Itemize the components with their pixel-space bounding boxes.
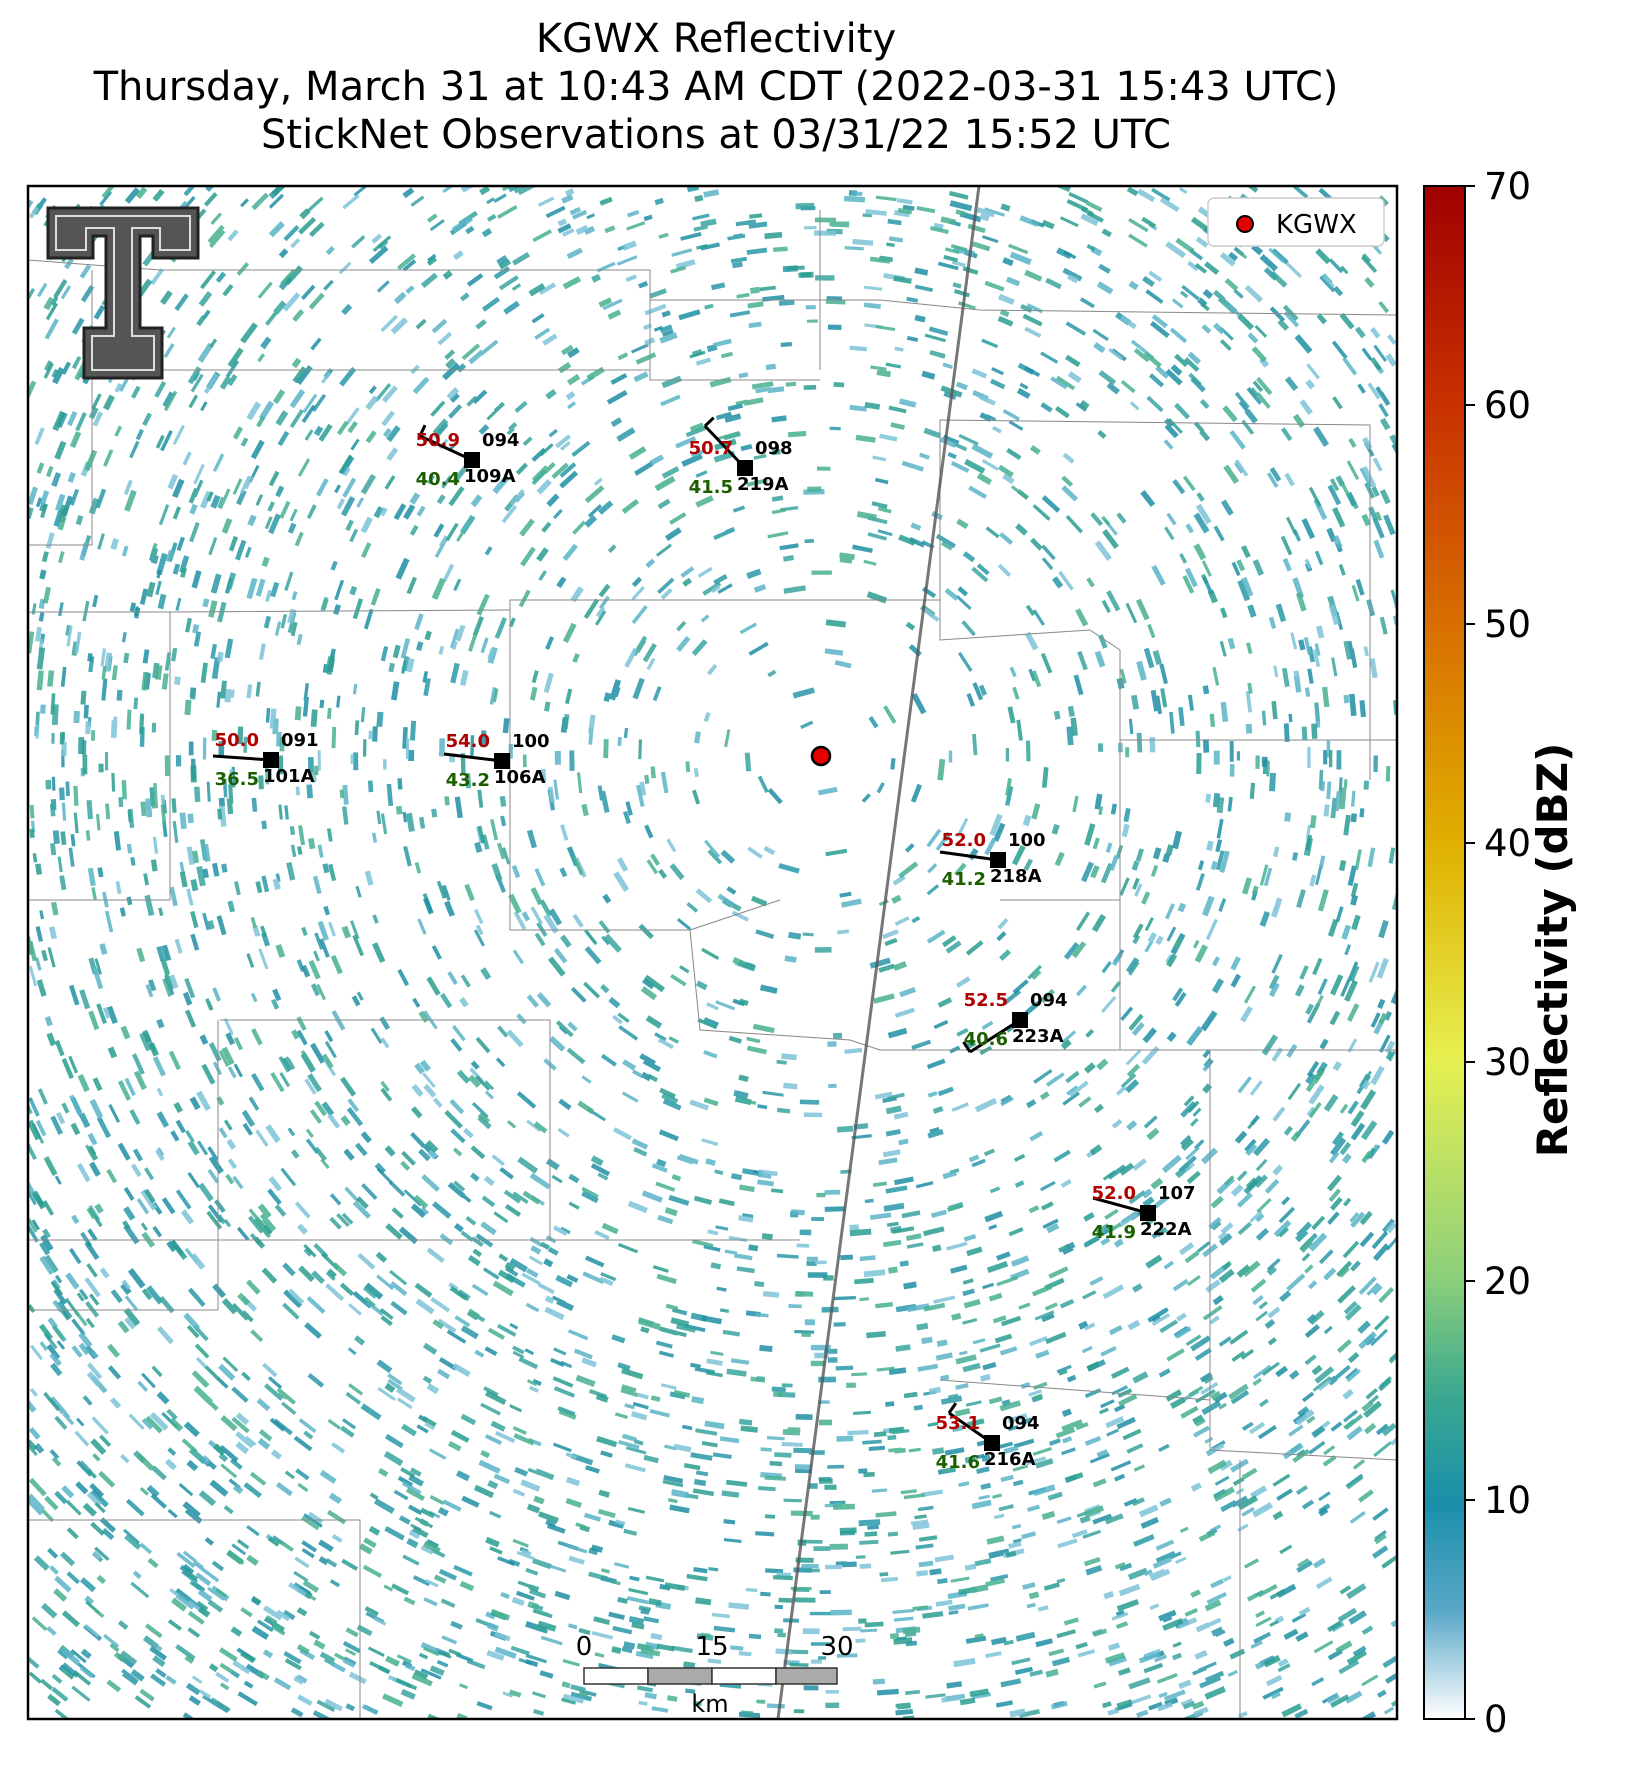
station-id: 223A [1012,1026,1064,1047]
colorbar-title: Reflectivity (dBZ) [1528,742,1577,1158]
colorbar-tick-label: 60 [1484,384,1531,427]
colorbar-tick-label: 20 [1484,1260,1531,1303]
scale-tick-15: 15 [695,1632,728,1662]
station-dewpoint: 41.6 [936,1452,980,1473]
colorbar-tick-label: 50 [1484,603,1531,646]
wind-barb [419,434,473,462]
station-id: 109A [464,466,516,487]
scale-bar: 0 15 30 km [576,1632,854,1718]
station-218A: 52.0 100 41.2 218A [939,830,1046,890]
colorbar-tick-label: 0 [1484,1698,1508,1741]
station-dewpoint: 41.9 [1092,1222,1136,1243]
wind-barb [212,754,272,762]
map-frame [26,184,1399,1721]
station-id: 219A [737,474,789,495]
title-line-3: StickNet Observations at 03/31/22 15:52 … [261,112,1171,158]
station-219A: 50.7 098 41.5 219A [689,416,793,498]
station-wind-direction: 091 [281,730,319,751]
station-dewpoint: 40.6 [964,1029,1008,1050]
wind-barb [1092,1196,1149,1215]
station-id: 222A [1140,1219,1192,1240]
station-dewpoint: 36.5 [215,769,259,790]
colorbar-tick-label: 30 [1484,1041,1531,1084]
station-223A: 52.5 094 40.6 223A [962,990,1068,1054]
station-216A: 53.1 094 41.6 216A [936,1402,1040,1473]
station-id: 101A [263,766,315,787]
station-wind-direction: 100 [1008,830,1046,851]
wind-barb [969,1018,1021,1054]
station-marker [494,753,510,769]
wind-barb [443,752,503,763]
legend-marker [1236,215,1254,233]
station-101A: 50.0 091 36.5 101A [212,730,319,790]
legend-label: KGWX [1276,210,1357,240]
title-line-2: Thursday, March 31 at 10:43 AM CDT (2022… [93,64,1339,110]
station-id: 218A [990,866,1042,887]
station-wind-direction: 094 [1002,1413,1040,1434]
highway-line [776,186,981,1719]
station-temperature: 50.0 [215,730,259,751]
station-temperature: 50.9 [416,430,460,451]
scale-tick-30: 30 [820,1632,853,1662]
station-marker [990,852,1006,868]
station-marker [984,1435,1000,1451]
map-background [28,186,1397,1719]
station-temperature: 54.0 [446,731,490,752]
wind-barb-flag [418,424,427,437]
station-marker [1140,1205,1156,1221]
station-marker [464,452,480,468]
station-temperature: 52.0 [942,830,986,851]
station-marker [737,460,753,476]
station-id: 216A [984,1449,1036,1470]
radar-site-marker [810,745,832,767]
station-temperature: 50.7 [689,438,733,459]
station-wind-direction: 098 [755,438,793,459]
station-wind-direction: 094 [482,430,520,451]
colorbar-tick-label: 70 [1484,165,1531,208]
station-wind-direction: 094 [1030,990,1068,1011]
station-layer: 50.9 094 40.4 109A 50.7 098 41.5 219A 50.0 091 36.… [212,416,1196,1473]
colorbar-gradient [1423,185,1466,1720]
station-dewpoint: 40.4 [416,469,460,490]
station-wind-direction: 100 [512,731,550,752]
station-dewpoint: 41.2 [942,869,986,890]
wind-barb-flag [962,1041,972,1053]
station-106A: 54.0 100 43.2 106A [443,731,550,791]
station-marker [263,752,279,768]
station-dewpoint: 43.2 [446,770,490,791]
colorbar-tick-label: 10 [1484,1479,1531,1522]
station-dewpoint: 41.5 [689,477,733,498]
station-temperature: 52.0 [1092,1183,1136,1204]
colorbar: 0 10 20 30 40 50 60 70 [1423,165,1531,1741]
station-temperature: 52.5 [964,990,1008,1011]
scale-tick-0: 0 [576,1632,593,1662]
station-marker [1012,1012,1028,1028]
station-wind-direction: 107 [1158,1183,1196,1204]
wind-barb [939,850,999,862]
station-109A: 50.9 094 40.4 109A [416,424,520,490]
wind-barb-flag [703,416,715,428]
scale-unit: km [691,1690,728,1718]
wind-barb-flag [947,1402,958,1414]
title-line-1: KGWX Reflectivity [535,16,897,62]
station-222A: 52.0 107 41.9 222A [1092,1183,1196,1243]
station-id: 106A [494,767,546,788]
legend-box: KGWX [1207,197,1385,247]
station-temperature: 53.1 [936,1413,980,1434]
colorbar-tick-label: 40 [1484,822,1531,865]
texas-tech-logo [46,206,200,380]
county-borders [28,210,1397,1719]
